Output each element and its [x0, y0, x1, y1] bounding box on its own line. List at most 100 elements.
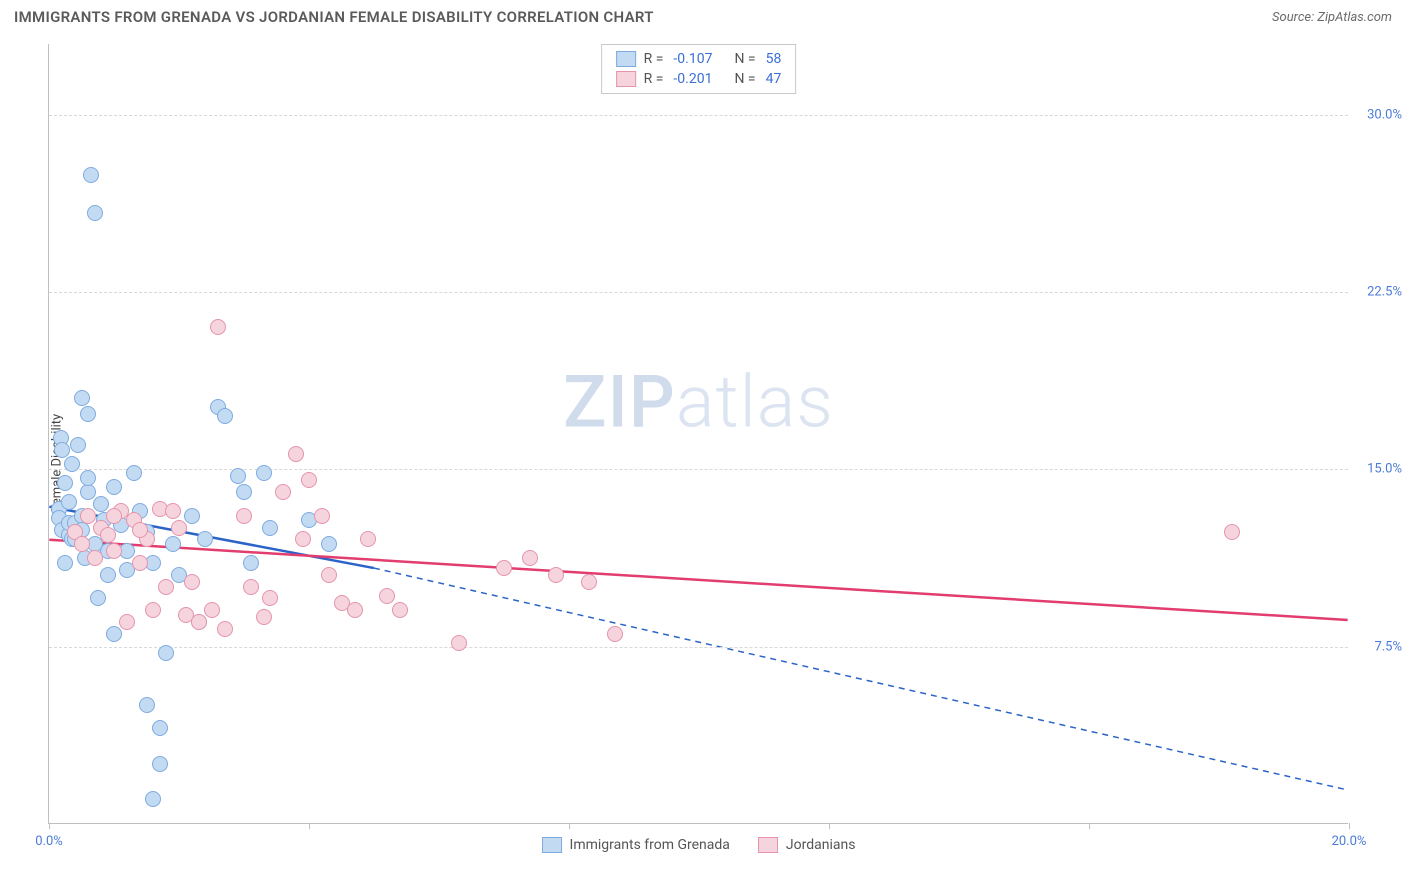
scatter-point [80, 406, 96, 422]
scatter-point [295, 531, 311, 547]
scatter-point [57, 475, 73, 491]
scatter-point [230, 468, 246, 484]
scatter-point [74, 390, 90, 406]
legend-swatch [616, 51, 636, 67]
scatter-point [243, 579, 259, 595]
scatter-point [1224, 524, 1240, 540]
legend-n-label: N = [734, 71, 755, 87]
scatter-point [87, 205, 103, 221]
scatter-point [132, 555, 148, 571]
plot-area: ZIPatlas R =-0.107N =58R =-0.201N =47 Im… [48, 44, 1348, 824]
scatter-point [106, 543, 122, 559]
scatter-point [106, 479, 122, 495]
scatter-point [83, 167, 99, 183]
gridline [49, 292, 1348, 293]
scatter-point [217, 408, 233, 424]
watermark-thin: atlas [676, 360, 834, 445]
x-tick [309, 823, 310, 829]
legend-series-label: Immigrants from Grenada [570, 837, 730, 853]
scatter-point [74, 536, 90, 552]
scatter-point [275, 484, 291, 500]
scatter-point [152, 756, 168, 772]
scatter-point [158, 645, 174, 661]
scatter-point [119, 614, 135, 630]
legend-swatch [758, 837, 778, 853]
scatter-point [262, 520, 278, 536]
watermark: ZIPatlas [563, 360, 834, 445]
scatter-point [158, 579, 174, 595]
legend-n-value: 58 [766, 51, 782, 67]
scatter-point [392, 602, 408, 618]
scatter-point [262, 590, 278, 606]
scatter-point [191, 614, 207, 630]
scatter-point [256, 465, 272, 481]
chart-source: Source: ZipAtlas.com [1272, 10, 1392, 25]
chart-title: IMMIGRANTS FROM GRENADA VS JORDANIAN FEM… [14, 8, 654, 26]
scatter-point [54, 442, 70, 458]
scatter-point [87, 550, 103, 566]
x-tick-label: 20.0% [1332, 834, 1367, 849]
x-tick [49, 823, 50, 829]
legend-correlation-row: R =-0.201N =47 [602, 69, 796, 89]
scatter-point [61, 494, 77, 510]
scatter-point [165, 503, 181, 519]
scatter-point [236, 508, 252, 524]
scatter-point [132, 522, 148, 538]
scatter-point [64, 456, 80, 472]
x-tick [569, 823, 570, 829]
scatter-point [321, 536, 337, 552]
trend-line-extrapolated [374, 568, 1348, 790]
legend-swatch [542, 837, 562, 853]
legend-r-value: -0.201 [673, 71, 712, 87]
watermark-bold: ZIP [563, 360, 676, 445]
scatter-point [171, 520, 187, 536]
scatter-point [80, 484, 96, 500]
legend-correlation: R =-0.107N =58R =-0.201N =47 [601, 44, 797, 94]
scatter-point [90, 590, 106, 606]
scatter-point [93, 496, 109, 512]
scatter-point [210, 319, 226, 335]
scatter-point [80, 508, 96, 524]
legend-r-label: R = [644, 51, 664, 67]
legend-swatch [616, 71, 636, 87]
scatter-point [100, 567, 116, 583]
trend-lines [49, 44, 1348, 823]
y-tick-label: 7.5% [1374, 639, 1402, 654]
gridline [49, 115, 1348, 116]
scatter-point [288, 446, 304, 462]
scatter-point [184, 508, 200, 524]
scatter-point [184, 574, 200, 590]
scatter-point [106, 508, 122, 524]
scatter-point [522, 550, 538, 566]
scatter-point [256, 609, 272, 625]
scatter-point [70, 437, 86, 453]
scatter-point [57, 555, 73, 571]
scatter-point [301, 472, 317, 488]
legend-series-item: Immigrants from Grenada [542, 837, 730, 853]
legend-series: Immigrants from Grenada Jordanians [542, 837, 856, 853]
legend-series-label: Jordanians [786, 837, 856, 853]
y-tick-label: 30.0% [1367, 107, 1402, 122]
scatter-point [145, 602, 161, 618]
scatter-point [126, 465, 142, 481]
scatter-point [80, 470, 96, 486]
x-tick [1089, 823, 1090, 829]
scatter-point [243, 555, 259, 571]
gridline [49, 647, 1348, 648]
legend-n-label: N = [734, 51, 755, 67]
scatter-point [496, 560, 512, 576]
scatter-point [152, 720, 168, 736]
legend-series-item: Jordanians [758, 837, 856, 853]
scatter-point [106, 626, 122, 642]
scatter-point [321, 567, 337, 583]
x-tick [829, 823, 830, 829]
scatter-point [379, 588, 395, 604]
scatter-point [236, 484, 252, 500]
scatter-point [314, 508, 330, 524]
y-tick-label: 15.0% [1367, 462, 1402, 477]
y-tick-label: 22.5% [1367, 285, 1402, 300]
scatter-point [100, 527, 116, 543]
legend-n-value: 47 [766, 71, 782, 87]
scatter-point [165, 536, 181, 552]
scatter-point [139, 697, 155, 713]
